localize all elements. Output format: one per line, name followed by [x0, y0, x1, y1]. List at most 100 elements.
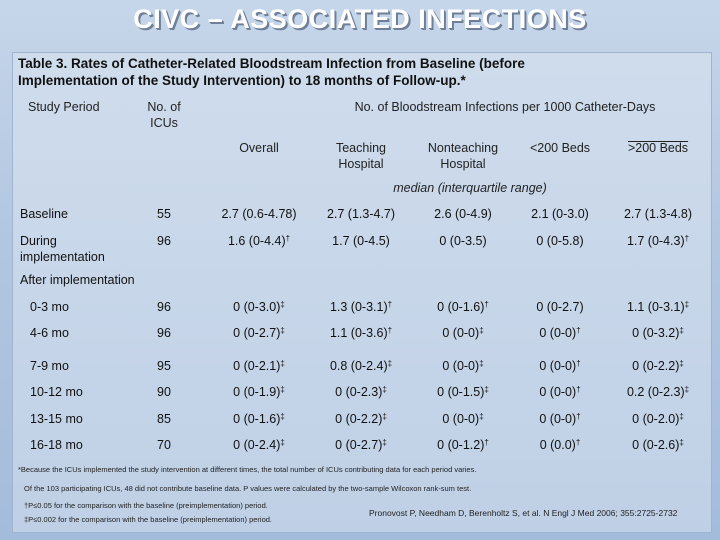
significance-mark: ‡ — [679, 359, 684, 368]
cell-icus: 96 — [134, 299, 194, 315]
cell-teaching: 1.3 (0-3.1)† — [311, 299, 411, 315]
cell-overall: 0 (0-2.1)‡ — [209, 358, 309, 374]
cell-value: 0 (0-0) — [442, 359, 480, 373]
caption-line-1: Table 3. Rates of Catheter-Related Blood… — [18, 56, 525, 71]
significance-mark: † — [576, 359, 581, 368]
cell-value: 0 (0-1.9) — [233, 385, 281, 399]
header-num-icus-line2: ICUs — [150, 116, 178, 130]
significance-mark: ‡ — [280, 412, 285, 421]
cell-value: 0 (0-2.4) — [233, 438, 281, 452]
cell-nonteaching: 0 (0-0)‡ — [413, 411, 513, 427]
cell-icus: 85 — [134, 411, 194, 427]
cell-value: 0.8 (0-2.4) — [329, 359, 388, 373]
row-period-label: 0-3 mo — [30, 299, 69, 315]
row-period-text: 16-18 mo — [30, 438, 83, 452]
cell-lt200: 2.1 (0-3.0) — [510, 206, 610, 222]
cell-value: 0 (0.0) — [539, 438, 576, 452]
significance-mark: ‡ — [382, 438, 387, 447]
significance-mark: ‡ — [280, 438, 285, 447]
significance-mark: ‡ — [679, 438, 684, 447]
row-period-text: 13-15 mo — [30, 412, 83, 426]
significance-mark: ‡ — [684, 385, 690, 394]
cell-value: 0 (0-2.1) — [233, 359, 281, 373]
significance-mark: † — [576, 326, 581, 335]
significance-mark: ‡ — [479, 412, 484, 421]
footnote-ddagger: ‡P≤0.002 for the comparison with the bas… — [24, 515, 273, 524]
cell-overall: 0 (0-1.6)‡ — [209, 411, 309, 427]
cell-value: 1.1 (0-3.1) — [626, 300, 685, 314]
cell-nonteaching: 0 (0-1.5)‡ — [413, 384, 513, 400]
row-period-text: 10-12 mo — [30, 385, 83, 399]
cell-nonteaching: 2.6 (0-4.9) — [413, 206, 513, 222]
cell-value: 1.7 (0-4.5) — [332, 234, 390, 248]
significance-mark: † — [575, 438, 581, 447]
footnote-participating: Of the 103 participating ICUs, 48 did no… — [24, 484, 472, 493]
significance-mark: † — [484, 300, 489, 309]
cell-nonteaching: 0 (0-0)‡ — [413, 358, 513, 374]
cell-ge200: 1.7 (0-4.3)† — [608, 233, 708, 249]
significance-mark: † — [684, 234, 690, 243]
cell-teaching: 0 (0-2.2)‡ — [311, 411, 411, 427]
header-group-title: No. of Bloodstream Infections per 1000 C… — [354, 100, 656, 114]
cell-nonteaching: 0 (0-1.2)† — [413, 437, 513, 453]
header-teaching-line1: Teaching — [335, 141, 387, 155]
cell-icus: 96 — [134, 233, 194, 249]
row-period-text: 4-6 mo — [30, 326, 69, 340]
cell-value: 0 (0-2.2) — [632, 359, 680, 373]
significance-mark: ‡ — [387, 359, 393, 368]
cell-value: 0 (0-2.3) — [335, 385, 383, 399]
cell-nonteaching: 0 (0-1.6)† — [413, 299, 513, 315]
cell-value: 0 (0-0) — [539, 326, 577, 340]
cell-teaching: 1.1 (0-3.6)† — [311, 325, 411, 341]
cell-ge200: 2.7 (1.3-4.8) — [608, 206, 708, 222]
cell-lt200: 0 (0.0)† — [510, 437, 610, 453]
cell-teaching: 2.7 (1.3-4.7) — [311, 206, 411, 222]
header-teaching-line2: Hospital — [338, 157, 384, 171]
cell-value: 96 — [157, 300, 171, 314]
cell-icus: 96 — [134, 325, 194, 341]
cell-icus: 55 — [134, 206, 194, 222]
cell-teaching: 0.8 (0-2.4)‡ — [311, 358, 411, 374]
cell-ge200: 0 (0-2.6)‡ — [608, 437, 708, 453]
cell-value: 95 — [157, 359, 171, 373]
cell-value: 0 (0-0) — [539, 359, 577, 373]
cell-value: 0 (0-1.2) — [437, 438, 485, 452]
cell-value: 0 (0-1.6) — [437, 300, 485, 314]
cell-value: 1.6 (0-4.4) — [227, 234, 286, 248]
significance-mark: † — [387, 300, 393, 309]
cell-ge200: 1.1 (0-3.1)‡ — [608, 299, 708, 315]
cell-value: 0 (0-0) — [442, 326, 480, 340]
cell-value: 0 (0-2.7) — [536, 300, 584, 314]
cell-value: 70 — [157, 438, 171, 452]
cell-value: 2.6 (0-4.9) — [434, 207, 492, 221]
cell-value: 0 (0-1.6) — [233, 412, 281, 426]
significance-mark: ‡ — [679, 412, 684, 421]
cell-value: 2.7 (1.3-4.8) — [623, 207, 693, 221]
cell-lt200: 0 (0-0)† — [510, 411, 610, 427]
header-median-note: median (interquartile range) — [393, 181, 547, 195]
cell-value: 0 (0-2.2) — [335, 412, 383, 426]
cell-value: 0 (0-5.8) — [536, 234, 584, 248]
cell-value: 0 (0-2.7) — [233, 326, 281, 340]
significance-mark: † — [576, 385, 581, 394]
header-nonteaching: Nonteaching Hospital — [413, 140, 513, 172]
cell-value: 0 (0-1.5) — [437, 385, 485, 399]
cell-value: 1.1 (0-3.6) — [329, 326, 388, 340]
cell-overall: 2.7 (0.6-4.78) — [209, 206, 309, 222]
cell-overall: 1.6 (0-4.4)† — [209, 233, 309, 249]
significance-mark: † — [576, 412, 581, 421]
cell-overall: 0 (0-3.0)‡ — [209, 299, 309, 315]
row-period-text: 7-9 mo — [30, 359, 69, 373]
footnote-star: *Because the ICUs implemented the study … — [18, 465, 477, 474]
cell-value: 55 — [157, 207, 171, 221]
cell-ge200: 0 (0-3.2)‡ — [608, 325, 708, 341]
row-period-label: 13-15 mo — [30, 411, 83, 427]
significance-mark: † — [387, 326, 393, 335]
header-overall: Overall — [239, 141, 279, 155]
significance-mark: ‡ — [382, 385, 387, 394]
cell-teaching: 0 (0-2.3)‡ — [311, 384, 411, 400]
significance-mark: ‡ — [484, 385, 489, 394]
cell-ge200: 0.2 (0-2.3)‡ — [608, 384, 708, 400]
significance-mark: ‡ — [479, 359, 484, 368]
header-study-period: Study Period — [28, 100, 100, 114]
